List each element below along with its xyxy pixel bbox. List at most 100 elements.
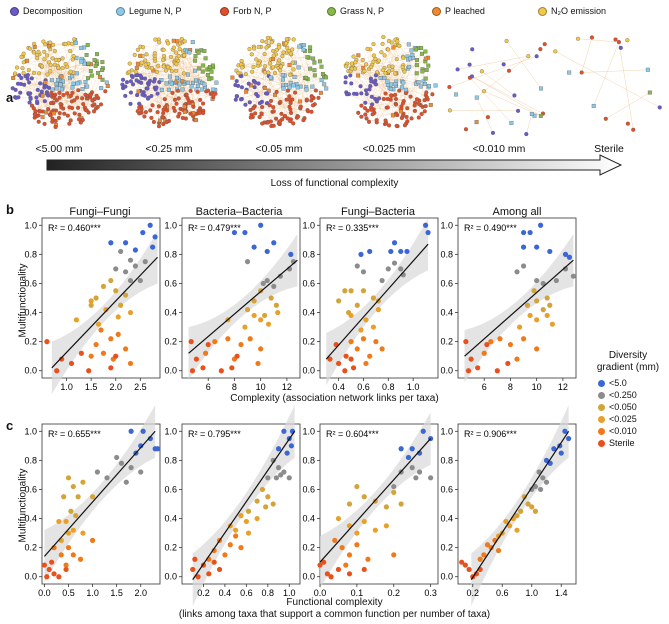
network-node <box>423 49 428 54</box>
network-node <box>285 88 290 93</box>
network-node <box>349 81 354 86</box>
data-point <box>488 339 494 345</box>
network-edge <box>276 91 299 117</box>
data-point <box>147 435 153 442</box>
network-node <box>188 111 193 116</box>
x-tick-label: 1.4 <box>555 588 568 598</box>
network-node <box>394 57 399 62</box>
network-node <box>55 78 60 83</box>
network-node <box>283 41 289 46</box>
network-node <box>154 85 159 90</box>
network-node <box>353 60 358 65</box>
data-point <box>138 443 144 449</box>
regression-line <box>319 438 432 563</box>
network-node <box>28 96 33 101</box>
network-node <box>423 104 428 109</box>
network-node <box>308 66 313 71</box>
network-edge <box>271 62 315 127</box>
data-point <box>481 552 487 558</box>
scatter-plot: 0.0 0.2 0.4 0.6 0.8 1.0 0.0 0.5 1.0 1.5 2.0 R² = 0.… <box>24 405 161 598</box>
network-node <box>72 111 77 116</box>
y-tick-label: 0.0 <box>164 366 177 376</box>
data-point <box>520 336 527 342</box>
network-node <box>135 109 140 114</box>
network-node <box>352 66 357 71</box>
network-edge <box>271 118 305 127</box>
data-point <box>477 556 483 562</box>
network-node <box>35 87 40 92</box>
diversity-legend-label: Sterile <box>609 438 635 448</box>
network-edge <box>250 52 284 86</box>
network-node <box>470 47 475 52</box>
network-node <box>264 39 269 44</box>
network-node <box>46 93 51 98</box>
network-node <box>34 99 40 104</box>
network-node <box>312 73 317 78</box>
y-tick-label: 0.8 <box>24 455 37 465</box>
data-point <box>348 339 354 345</box>
network-node <box>164 120 169 125</box>
data-point <box>127 309 134 316</box>
network-node <box>246 81 251 86</box>
plot-frame <box>41 423 161 585</box>
data-point <box>113 353 119 359</box>
network-node <box>44 53 50 58</box>
legend-label: Decomposition <box>23 6 83 16</box>
data-point <box>233 527 239 533</box>
network-node <box>65 113 70 118</box>
network-node <box>364 91 369 97</box>
data-point <box>361 518 367 525</box>
network-node <box>80 96 85 101</box>
data-point <box>360 269 367 275</box>
legend-p-leached: P leached <box>432 6 485 16</box>
network-edge <box>171 55 185 84</box>
network-node <box>356 53 361 58</box>
diversity-legend-label: <0.050 <box>609 402 637 412</box>
data-point <box>551 446 557 452</box>
network-node <box>168 54 174 59</box>
data-point <box>89 494 96 500</box>
network-node <box>356 110 361 115</box>
color-dot-icon <box>598 427 605 435</box>
network-edge <box>618 42 634 130</box>
network-node <box>134 66 139 70</box>
data-point <box>534 317 540 323</box>
network-node <box>84 108 89 113</box>
network-node <box>51 42 56 48</box>
network-edge <box>256 56 308 60</box>
network-node <box>308 49 312 53</box>
network-edge <box>469 77 512 124</box>
network-node <box>409 48 414 53</box>
data-point <box>46 566 52 573</box>
network-node <box>180 79 185 84</box>
network-node <box>70 57 75 62</box>
network-edge <box>471 76 541 117</box>
network-edge <box>483 90 541 117</box>
network-node <box>203 56 208 61</box>
network-node <box>67 121 72 126</box>
network-node <box>88 69 93 73</box>
network-node <box>591 103 596 108</box>
data-point <box>373 339 379 345</box>
network-node <box>157 40 162 45</box>
data-point <box>127 277 134 284</box>
legend-grass: Grass N, P <box>327 6 384 16</box>
network-node <box>182 39 187 44</box>
network-node <box>143 58 148 63</box>
legend-label: N₂O emission <box>551 6 607 16</box>
network-node <box>281 86 286 91</box>
network-node <box>383 71 388 76</box>
data-point <box>570 273 576 279</box>
network-node <box>428 102 433 107</box>
network-node <box>175 39 180 44</box>
data-point <box>140 428 146 434</box>
data-point <box>190 566 196 573</box>
regression-line <box>464 259 574 357</box>
data-point <box>59 356 65 362</box>
data-point <box>88 302 94 308</box>
network-node <box>343 80 348 85</box>
network-node <box>262 85 267 90</box>
network-node <box>149 115 154 120</box>
network-node <box>418 84 423 89</box>
data-point <box>370 324 377 330</box>
